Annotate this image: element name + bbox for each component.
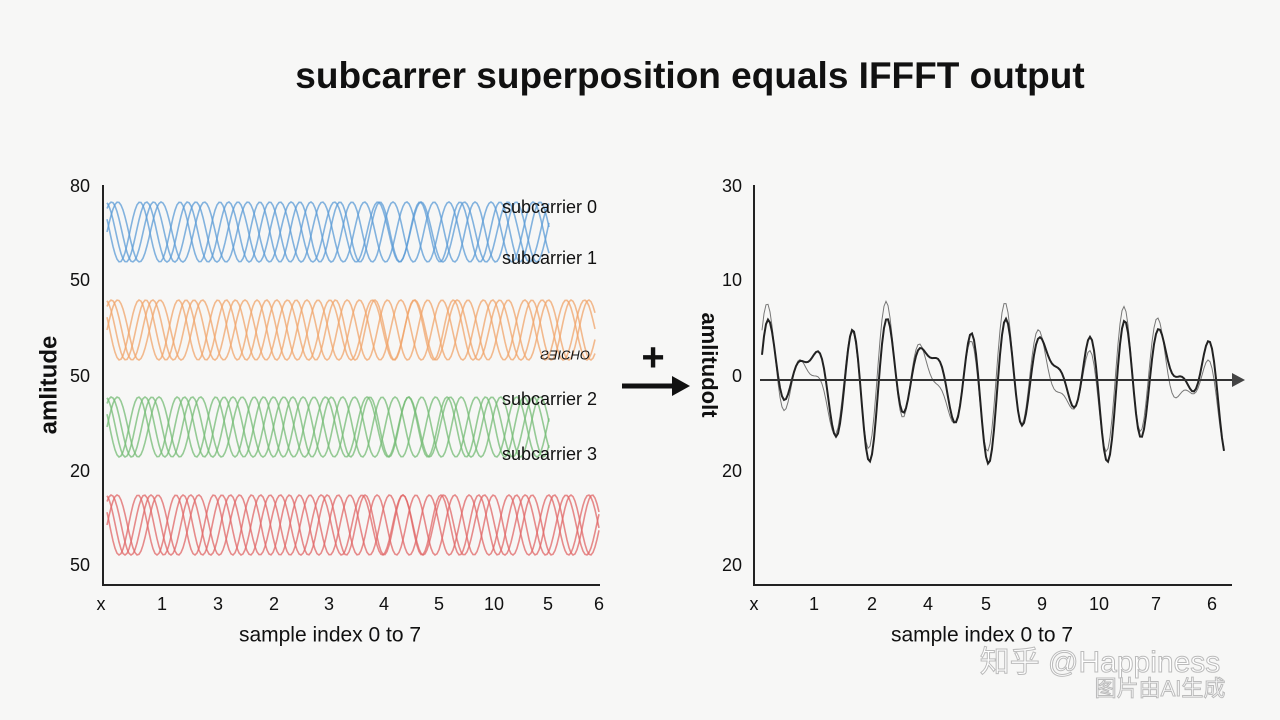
zero-arrow — [1232, 373, 1245, 387]
x-tick-label: 2 — [867, 594, 877, 614]
x-axis-label: sample index 0 to 7 — [239, 624, 421, 647]
y-tick-label: 20 — [70, 461, 90, 481]
x-tick-label: 5 — [434, 594, 444, 614]
x-tick-label: 2 — [269, 594, 279, 614]
wave-label: subcarrier 3 — [502, 444, 597, 464]
subcarrier-wave — [106, 396, 550, 458]
watermark: 知乎 @Happiness — [980, 646, 1221, 679]
subcarrier-wave — [106, 299, 596, 361]
y-tick-label: 10 — [722, 270, 742, 290]
subcarrier-wave — [106, 299, 596, 361]
subcarrier-wave — [106, 396, 550, 458]
subcarrier-wave — [106, 201, 550, 263]
plus-operator: + — [641, 336, 664, 380]
x-tick-label: 10 — [484, 594, 504, 614]
subcarrier-wave — [106, 395, 550, 459]
wave-label: subcarrier 1 — [502, 248, 597, 268]
x-tick-label: 3 — [213, 594, 223, 614]
subcarrier-wave — [106, 493, 600, 557]
x-tick-label: x — [750, 594, 759, 614]
subcarrier-wave — [106, 396, 550, 459]
x-tick-label: x — [97, 594, 106, 614]
wave-label: subcarrier 2 — [502, 389, 597, 409]
subcarrier-wave — [106, 299, 596, 361]
subcarrier-wave — [106, 493, 600, 557]
y-tick-label: 80 — [70, 176, 90, 196]
y-tick-label: 0 — [732, 366, 742, 386]
y-tick-label: 30 — [722, 176, 742, 196]
waveforms — [106, 201, 1225, 557]
right-axes — [753, 185, 1232, 586]
y-tick-label: 50 — [70, 270, 90, 290]
x-tick-label: 1 — [157, 594, 167, 614]
x-axis-label: sample index 0 to 7 — [891, 624, 1073, 647]
subcarrier-wave — [106, 201, 550, 263]
y-tick-label: 20 — [722, 555, 742, 575]
arrow-head — [672, 376, 690, 396]
wave-label: ƧƎICHO — [540, 347, 590, 362]
ifft-wave — [761, 300, 1225, 453]
y-tick-label: 50 — [70, 555, 90, 575]
wave-label: subcarrier 0 — [502, 197, 597, 217]
x-tick-label: 4 — [923, 594, 933, 614]
x-tick-label: 9 — [1037, 594, 1047, 614]
x-tick-label: 10 — [1089, 594, 1109, 614]
left-axes — [102, 185, 600, 586]
subcarrier-wave — [106, 494, 600, 556]
x-tick-label: 3 — [324, 594, 334, 614]
x-tick-label: 4 — [379, 594, 389, 614]
x-tick-label: 5 — [981, 594, 991, 614]
y-axis-label: amlitudolt — [697, 312, 722, 418]
y-tick-label: 50 — [70, 366, 90, 386]
y-tick-label: 20 — [722, 461, 742, 481]
x-tick-label: 5 — [543, 594, 553, 614]
x-tick-label: 6 — [1207, 594, 1217, 614]
subcarrier-wave — [106, 201, 550, 263]
ifft-wave — [761, 316, 1225, 466]
x-tick-label: 1 — [809, 594, 819, 614]
title: subcarrer superposition equals IFFFT out… — [295, 55, 1084, 96]
x-tick-label: 7 — [1151, 594, 1161, 614]
subcarrier-wave — [106, 298, 596, 362]
y-axis-label: amlitude — [35, 336, 62, 435]
watermark: 图片由AI生成 — [1095, 676, 1226, 701]
x-tick-label: 6 — [594, 594, 604, 614]
